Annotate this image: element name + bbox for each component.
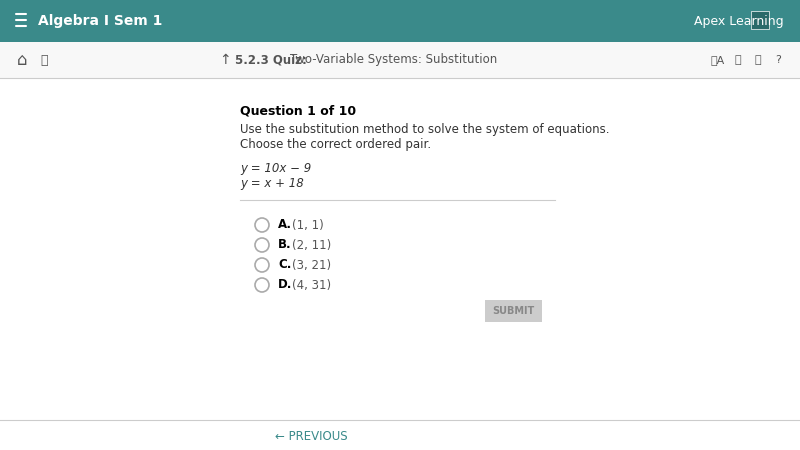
Text: (1, 1): (1, 1) — [292, 219, 324, 231]
Text: 👤: 👤 — [734, 55, 742, 65]
Text: A.: A. — [278, 219, 292, 231]
Text: ↑: ↑ — [219, 53, 231, 67]
FancyBboxPatch shape — [0, 0, 800, 42]
Text: (3, 21): (3, 21) — [292, 258, 331, 271]
FancyBboxPatch shape — [751, 11, 769, 29]
Text: Choose the correct ordered pair.: Choose the correct ordered pair. — [240, 138, 431, 151]
FancyBboxPatch shape — [0, 42, 800, 78]
Text: ← PREVIOUS: ← PREVIOUS — [275, 429, 348, 442]
FancyBboxPatch shape — [485, 300, 542, 322]
Text: ⌂: ⌂ — [17, 51, 27, 69]
Text: Algebra I Sem 1: Algebra I Sem 1 — [38, 14, 162, 28]
Text: 5.2.3 Quiz:: 5.2.3 Quiz: — [235, 54, 307, 67]
Text: B.: B. — [278, 238, 292, 252]
Text: Question 1 of 10: Question 1 of 10 — [240, 105, 356, 118]
Text: SUBMIT: SUBMIT — [492, 306, 534, 316]
Text: (4, 31): (4, 31) — [292, 279, 331, 292]
Text: Use the substitution method to solve the system of equations.: Use the substitution method to solve the… — [240, 123, 610, 136]
Text: 🔖: 🔖 — [40, 54, 48, 67]
Text: Two-Variable Systems: Substitution: Two-Variable Systems: Substitution — [290, 54, 498, 67]
Text: ?: ? — [775, 55, 781, 65]
Text: 🖨: 🖨 — [754, 55, 762, 65]
Text: 文A: 文A — [711, 55, 725, 65]
Text: D.: D. — [278, 279, 292, 292]
Text: y = 10x − 9: y = 10x − 9 — [240, 162, 311, 175]
Text: (2, 11): (2, 11) — [292, 238, 331, 252]
Text: Apex Learning: Apex Learning — [694, 14, 784, 27]
Text: y = x + 18: y = x + 18 — [240, 177, 304, 190]
Text: C.: C. — [278, 258, 291, 271]
